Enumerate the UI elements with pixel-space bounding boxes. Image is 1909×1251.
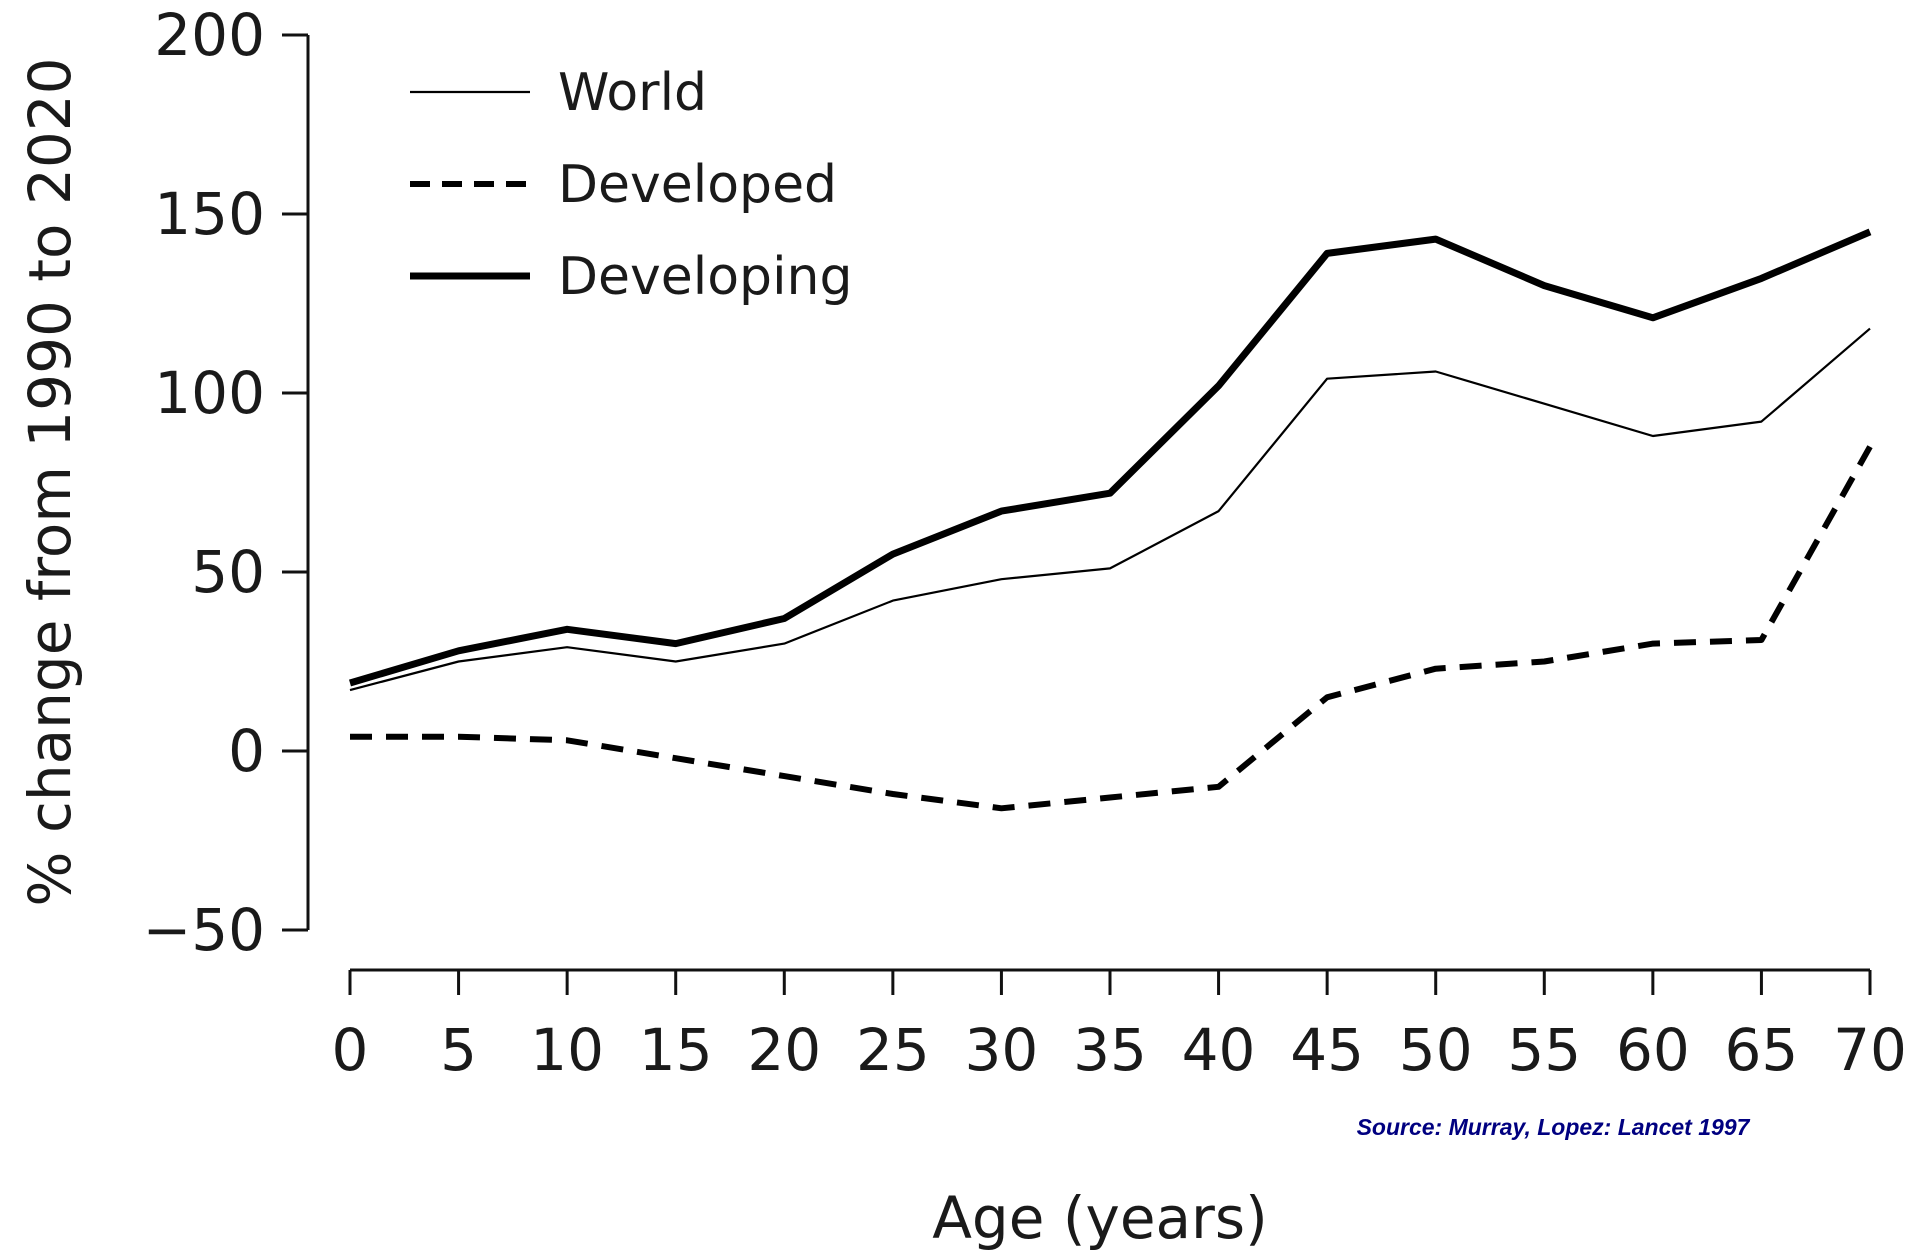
source-note: Source: Murray, Lopez: Lancet 1997: [1357, 1114, 1751, 1140]
series-layer: [349, 228, 1873, 812]
legend: World Developed Developing: [410, 63, 852, 307]
x-tick-label: 0: [332, 1016, 369, 1084]
x-axis-ticks: 0 5 10 15 20 25 30 35 40 45 50 55 60 65 70: [332, 970, 1907, 1084]
y-tick-label: 100: [154, 359, 265, 427]
x-axis-title: Age (years): [932, 1184, 1267, 1251]
series-line-world: [349, 327, 1871, 692]
x-tick-label: 5: [440, 1016, 477, 1084]
y-tick-label: 50: [191, 538, 265, 606]
legend-label-world: World: [558, 63, 707, 123]
x-tick-label: 30: [965, 1016, 1039, 1084]
x-tick-label: 20: [747, 1016, 821, 1084]
x-tick-label: 65: [1725, 1016, 1799, 1084]
legend-label-developing: Developing: [558, 247, 852, 307]
x-tick-label: 60: [1616, 1016, 1690, 1084]
y-tick-label: 150: [154, 180, 265, 248]
x-tick-label: 40: [1182, 1016, 1256, 1084]
y-axis-title: % change from 1990 to 2020: [16, 57, 84, 906]
x-tick-label: 55: [1507, 1016, 1581, 1084]
x-tick-label: 45: [1290, 1016, 1364, 1084]
series-line-developing: [349, 228, 1872, 687]
series-line-developed: [350, 445, 1873, 812]
y-tick-label: 200: [154, 1, 265, 69]
x-tick-label: 35: [1073, 1016, 1147, 1084]
x-tick-label: 25: [856, 1016, 930, 1084]
x-tick-label: 50: [1399, 1016, 1473, 1084]
y-axis-ticks: 200 150 100 50 0 −50: [143, 1, 308, 964]
x-tick-label: 70: [1833, 1016, 1907, 1084]
legend-label-developed: Developed: [558, 155, 837, 215]
y-tick-label: −50: [143, 896, 265, 964]
y-tick-label: 0: [228, 717, 265, 785]
x-tick-label: 10: [530, 1016, 604, 1084]
x-tick-label: 15: [639, 1016, 713, 1084]
